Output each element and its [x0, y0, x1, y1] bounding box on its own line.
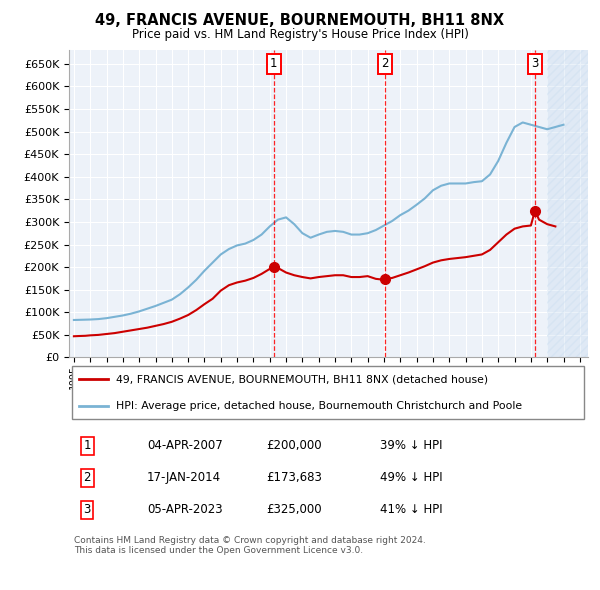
- Text: £200,000: £200,000: [266, 439, 322, 452]
- Text: 1: 1: [83, 439, 91, 452]
- Text: 17-JAN-2014: 17-JAN-2014: [147, 471, 221, 484]
- Text: 3: 3: [83, 503, 91, 516]
- Bar: [547, 50, 588, 358]
- Text: 2: 2: [83, 471, 91, 484]
- Text: 05-APR-2023: 05-APR-2023: [147, 503, 223, 516]
- Text: 3: 3: [531, 57, 539, 70]
- Text: 49% ↓ HPI: 49% ↓ HPI: [380, 471, 443, 484]
- Text: £325,000: £325,000: [266, 503, 322, 516]
- Text: 41% ↓ HPI: 41% ↓ HPI: [380, 503, 443, 516]
- Text: Price paid vs. HM Land Registry's House Price Index (HPI): Price paid vs. HM Land Registry's House …: [131, 28, 469, 41]
- Text: 04-APR-2007: 04-APR-2007: [147, 439, 223, 452]
- Text: 2: 2: [381, 57, 389, 70]
- Text: 49, FRANCIS AVENUE, BOURNEMOUTH, BH11 8NX: 49, FRANCIS AVENUE, BOURNEMOUTH, BH11 8N…: [95, 13, 505, 28]
- Text: Contains HM Land Registry data © Crown copyright and database right 2024.
This d: Contains HM Land Registry data © Crown c…: [74, 536, 426, 555]
- Text: 1: 1: [270, 57, 278, 70]
- Text: £173,683: £173,683: [266, 471, 322, 484]
- FancyBboxPatch shape: [71, 366, 584, 419]
- Text: 39% ↓ HPI: 39% ↓ HPI: [380, 439, 443, 452]
- Text: 49, FRANCIS AVENUE, BOURNEMOUTH, BH11 8NX (detached house): 49, FRANCIS AVENUE, BOURNEMOUTH, BH11 8N…: [116, 374, 488, 384]
- Text: HPI: Average price, detached house, Bournemouth Christchurch and Poole: HPI: Average price, detached house, Bour…: [116, 401, 522, 411]
